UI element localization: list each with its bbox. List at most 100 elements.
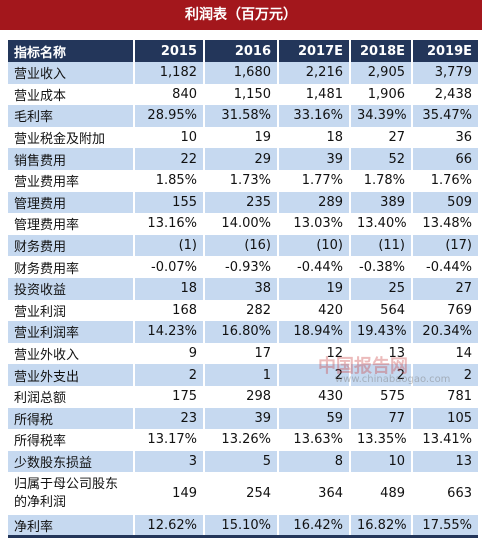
cell: 17.55% [411, 515, 478, 539]
cell: 13.26% [203, 429, 278, 451]
cell: 13.48% [411, 213, 478, 235]
cell: 430 [277, 385, 350, 408]
cell: 769 [411, 299, 478, 322]
cell: 3,779 [411, 62, 478, 84]
row-label: 财务费用 [8, 234, 134, 257]
cell: 13.03% [277, 213, 350, 235]
row-label: 所得税率 [14, 434, 67, 450]
table-row: 营业外支出 2 1 2 2 2 [8, 364, 478, 386]
row-label: 营业利润率 [8, 321, 134, 343]
cell: 575 [349, 385, 412, 408]
cell: 33.16% [277, 105, 350, 127]
cell: 840 [133, 83, 204, 106]
cell: 13 [349, 342, 412, 365]
header-cell: 2016 [203, 40, 278, 62]
row-label: 毛利率 [8, 105, 134, 127]
cell: 52 [349, 148, 412, 170]
cell: 14.00% [203, 213, 278, 235]
header-cell: 2019E [411, 40, 478, 62]
row-label: 财务费用率 [14, 261, 80, 277]
row-label: 净利率 [8, 515, 134, 539]
cell: 66 [411, 148, 478, 170]
cell: 168 [133, 299, 204, 322]
cell: -0.07% [133, 256, 204, 278]
cell: 13.63% [277, 429, 350, 451]
cell: 8 [277, 450, 350, 473]
header-cell: 2017E [277, 40, 350, 62]
cell: 105 [411, 407, 478, 430]
row-label: 营业成本 [14, 88, 67, 104]
cell: -0.44% [277, 256, 350, 278]
row-label: 利润总额 [14, 391, 67, 407]
table-row: 财务费用 (1) (16) (10) (11) (17) [8, 234, 478, 257]
cell: 27 [349, 126, 412, 149]
watermark-url: www.chinabaogao.com [335, 374, 451, 385]
cell: 2 [277, 364, 350, 386]
cell: (1) [133, 234, 204, 257]
cell: 5 [203, 450, 278, 473]
cell: 16.80% [203, 321, 278, 343]
cell: -0.93% [203, 256, 278, 278]
row-label: 所得税 [8, 407, 134, 430]
cell: 420 [277, 299, 350, 322]
cell: 663 [411, 472, 478, 516]
cell: 18.94% [277, 321, 350, 343]
cell: 14.23% [133, 321, 204, 343]
table-row: 投资收益 18 38 19 25 27 [8, 277, 478, 300]
table-row: 营业税金及附加 10 19 18 27 36 [8, 126, 478, 149]
cell: 1,481 [277, 83, 350, 106]
cell: 1.85% [133, 169, 204, 192]
cell: 27 [411, 277, 478, 300]
cell: 2 [349, 364, 412, 386]
row-label: 管理费用率 [14, 218, 80, 234]
cell: 564 [349, 299, 412, 322]
row-label: 归属于母公司股东的净利润 [14, 476, 119, 510]
watermark: 中国报告网 [318, 356, 408, 377]
cell: 149 [133, 472, 204, 516]
cell: 20.34% [411, 321, 478, 343]
cell: 1.77% [277, 169, 350, 192]
cell: 34.39% [349, 105, 412, 127]
title-bar: 利润表（百万元） [0, 0, 482, 30]
cell: 1.76% [411, 169, 478, 192]
cell: 19.43% [349, 321, 412, 343]
cell: 12.62% [133, 515, 204, 539]
cell: 16.82% [349, 515, 412, 539]
cell: 254 [203, 472, 278, 516]
cell: 155 [133, 191, 204, 214]
cell: 364 [277, 472, 350, 516]
table-row: 销售费用 22 29 39 52 66 [8, 148, 478, 170]
cell: 36 [411, 126, 478, 149]
cell: 175 [133, 385, 204, 408]
cell: 2,905 [349, 62, 412, 84]
cell: 1,906 [349, 83, 412, 106]
table-row: 营业费用率 1.85% 1.73% 1.77% 1.78% 1.76% [8, 169, 478, 192]
cell: 1.73% [203, 169, 278, 192]
cell: 13.35% [349, 429, 412, 451]
cell: 16.42% [277, 515, 350, 539]
header-cell: 2015 [133, 40, 204, 62]
cell: -0.38% [349, 256, 412, 278]
cell: 25 [349, 277, 412, 300]
cell: 18 [133, 277, 204, 300]
header-row: 指标名称 2015 2016 2017E 2018E 2019E [8, 40, 478, 62]
table-row: 管理费用率 13.16% 14.00% 13.03% 13.40% 13.48% [8, 213, 478, 235]
cell: 509 [411, 191, 478, 214]
cell: 13.40% [349, 213, 412, 235]
cell: 19 [203, 126, 278, 149]
cell: 9 [133, 342, 204, 365]
cell: 29 [203, 148, 278, 170]
cell: 39 [203, 407, 278, 430]
cell: 235 [203, 191, 278, 214]
row-label: 营业收入 [8, 62, 134, 84]
row-label: 营业外支出 [8, 364, 134, 386]
row-label: 营业税金及附加 [14, 132, 106, 148]
row-label: 营业外收入 [14, 348, 80, 364]
table-row: 营业利润率 14.23% 16.80% 18.94% 19.43% 20.34% [8, 321, 478, 343]
table-row: 少数股东损益 3 5 8 10 13 [8, 450, 478, 473]
cell: 389 [349, 191, 412, 214]
table-row: 所得税率 13.17% 13.26% 13.63% 13.35% 13.41% [8, 429, 478, 451]
header-cell: 指标名称 [8, 40, 134, 62]
cell: 10 [133, 126, 204, 149]
